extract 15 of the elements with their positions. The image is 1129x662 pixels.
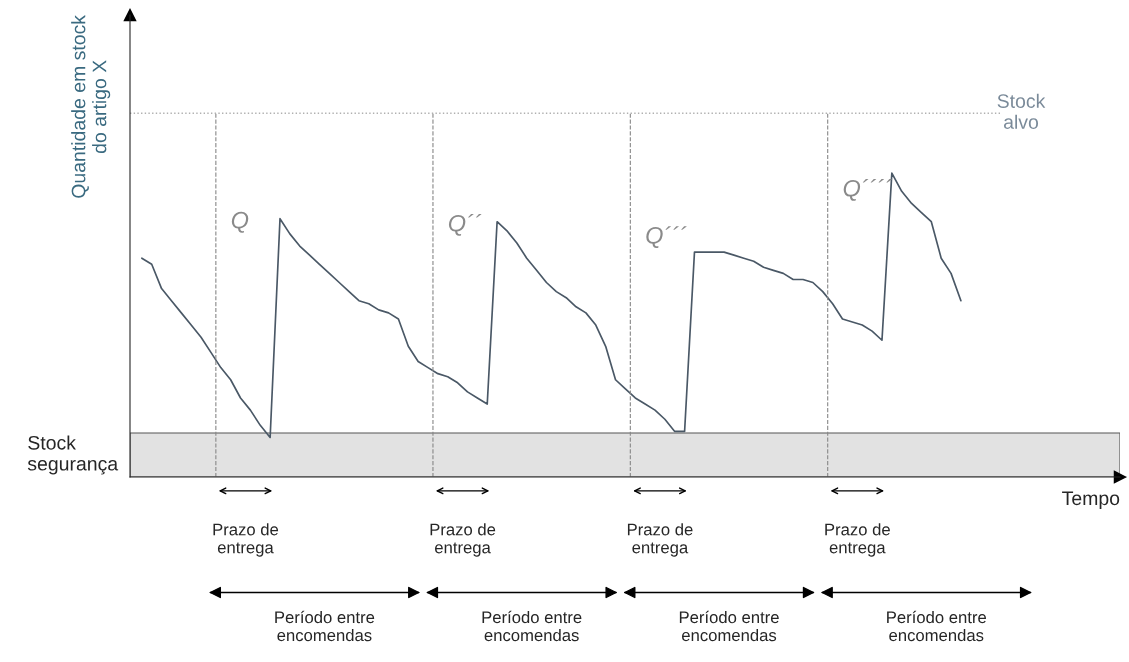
text: Período entre encomendas <box>482 610 582 642</box>
text: Período entre encomendas <box>275 610 375 642</box>
text: Tempo <box>1062 491 1120 509</box>
text: Prazo de entrega <box>627 523 693 557</box>
annotation: Q´´´ <box>646 226 687 248</box>
y-axis-title: Quantidade em stock do artigo X <box>71 14 111 198</box>
text: Período entre encomendas <box>887 610 987 642</box>
text: Prazo de entrega <box>430 523 496 557</box>
annotation: Q´´ <box>448 213 482 236</box>
text: Período entre encomendas <box>679 610 779 642</box>
text: Prazo de entrega <box>825 523 890 557</box>
band-label: Stock segurança <box>27 435 119 475</box>
text: Prazo de entrega <box>213 523 279 557</box>
ref-line-label: Stock alvo <box>997 93 1046 129</box>
annotation: Q <box>231 211 249 233</box>
